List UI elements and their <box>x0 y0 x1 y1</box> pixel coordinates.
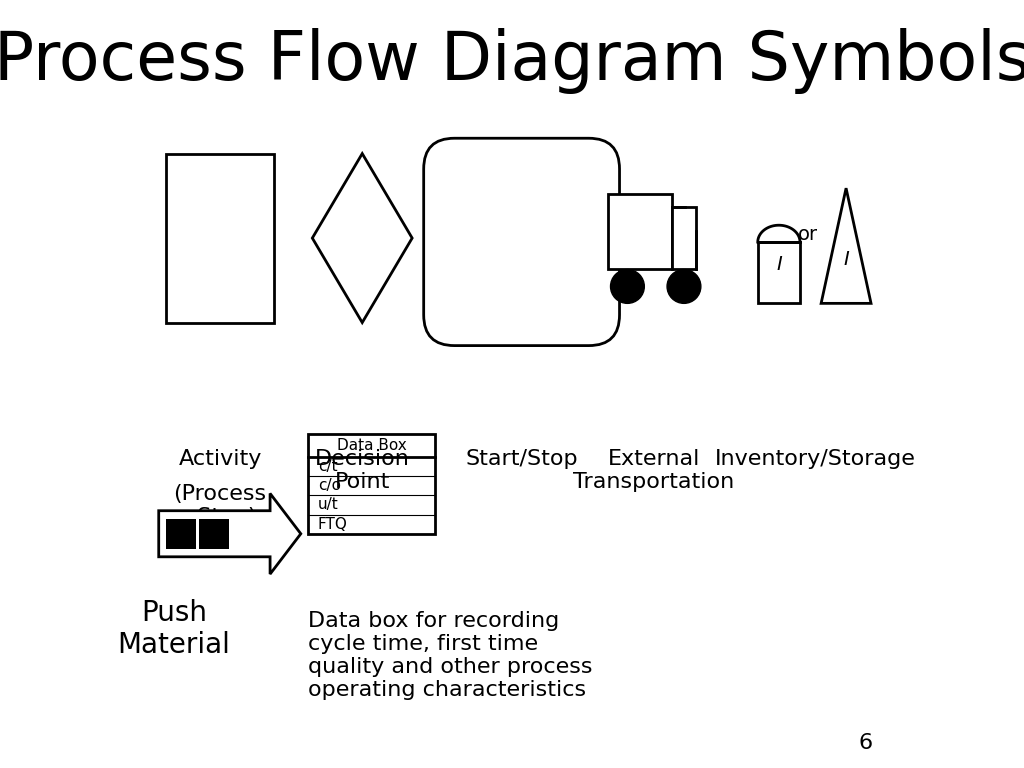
Text: Data Box: Data Box <box>337 438 407 453</box>
Bar <box>758 242 800 303</box>
Text: c/o: c/o <box>317 478 341 493</box>
Polygon shape <box>159 494 301 574</box>
Text: or: or <box>798 225 818 243</box>
Bar <box>167 154 274 323</box>
Bar <box>167 523 196 554</box>
Text: Start/Stop: Start/Stop <box>466 449 579 469</box>
Bar <box>308 434 435 534</box>
Text: Data box for recording
cycle time, first time
quality and other process
operatin: Data box for recording cycle time, first… <box>308 611 593 700</box>
Text: 6: 6 <box>859 733 872 753</box>
Text: Inventory/Storage: Inventory/Storage <box>715 449 915 469</box>
Text: I: I <box>843 250 849 269</box>
Text: (Process
  Step): (Process Step) <box>174 484 266 527</box>
Text: External
Transportation: External Transportation <box>573 449 734 492</box>
Text: I: I <box>776 255 781 274</box>
Bar <box>167 519 196 549</box>
Polygon shape <box>312 154 412 323</box>
Text: Activity: Activity <box>178 449 262 469</box>
Bar <box>672 207 696 269</box>
Text: FTQ: FTQ <box>317 517 347 531</box>
Text: Decision
Point: Decision Point <box>314 449 410 492</box>
Circle shape <box>610 270 644 303</box>
Circle shape <box>667 270 700 303</box>
Text: Push
Material: Push Material <box>118 599 230 660</box>
Polygon shape <box>821 188 871 303</box>
Bar <box>200 519 228 549</box>
Bar <box>200 523 228 554</box>
Text: c/t: c/t <box>317 459 337 474</box>
FancyBboxPatch shape <box>424 138 620 346</box>
Text: Process Flow Diagram Symbols: Process Flow Diagram Symbols <box>0 28 1024 94</box>
Bar <box>608 194 672 269</box>
Text: u/t: u/t <box>317 498 339 512</box>
